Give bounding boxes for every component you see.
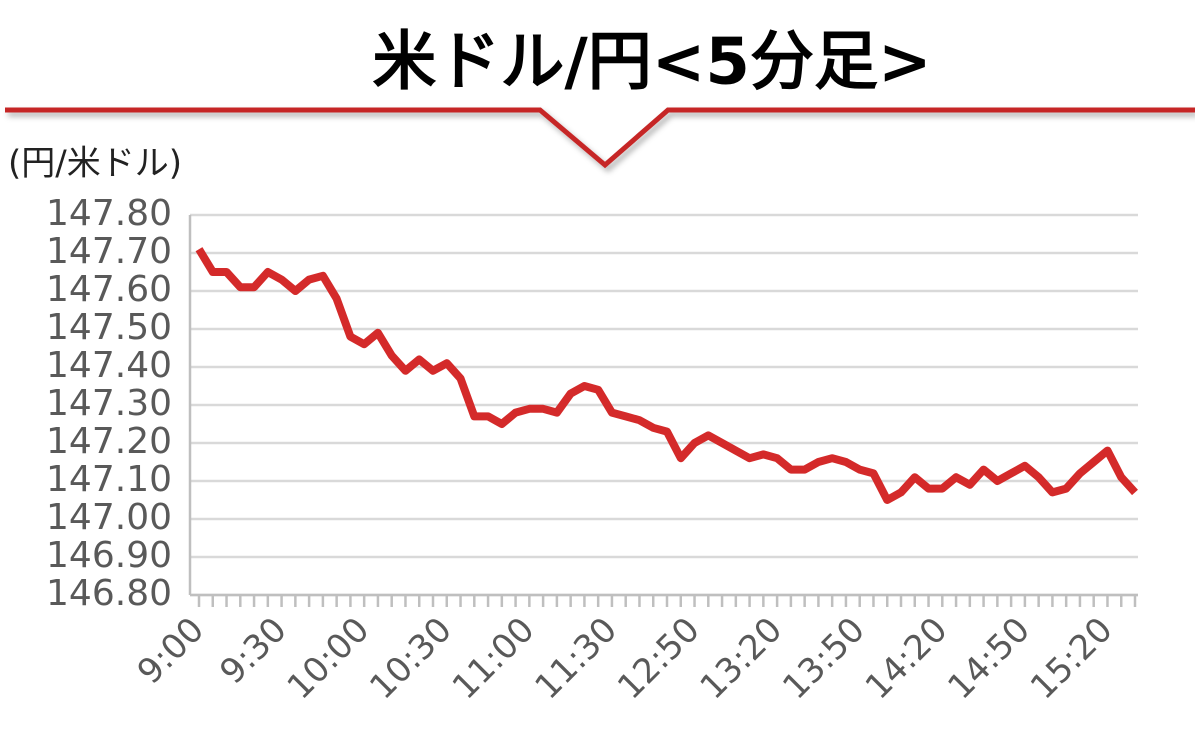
line-series (195, 247, 1138, 504)
y-tick-label: 147.20 (46, 421, 172, 462)
x-tick-label: 13:20 (693, 610, 791, 708)
y-tick-label: 147.50 (46, 307, 172, 348)
y-tick-label: 147.00 (46, 497, 172, 538)
chart-title: 米ドル/円<5分足> (372, 26, 931, 100)
header-rule (5, 107, 1195, 169)
y-tick-label: 147.80 (46, 193, 172, 234)
x-tick-label: 14:50 (940, 610, 1038, 708)
x-tick-label: 11:30 (527, 610, 625, 708)
y-tick-label: 147.60 (46, 269, 172, 310)
y-axis-label: (円/米ドル) (8, 144, 182, 184)
x-tick-label: 10:00 (280, 610, 378, 708)
x-tick-label: 10:30 (362, 610, 460, 708)
y-tick-label: 147.10 (46, 459, 172, 500)
y-tick-label: 147.70 (46, 231, 172, 272)
y-tick-label: 146.90 (46, 535, 172, 576)
x-tick-label: 15:20 (1023, 610, 1121, 708)
x-tick-label: 11:00 (445, 610, 543, 708)
x-tick-label: 9:00 (130, 610, 212, 692)
x-tick-label: 13:50 (775, 610, 873, 708)
y-tick-label: 147.30 (46, 383, 172, 424)
y-tick-label: 146.80 (46, 573, 172, 614)
x-tick-label: 14:20 (858, 610, 956, 708)
y-tick-label: 147.40 (46, 345, 172, 386)
x-tick-label: 12:50 (610, 610, 708, 708)
